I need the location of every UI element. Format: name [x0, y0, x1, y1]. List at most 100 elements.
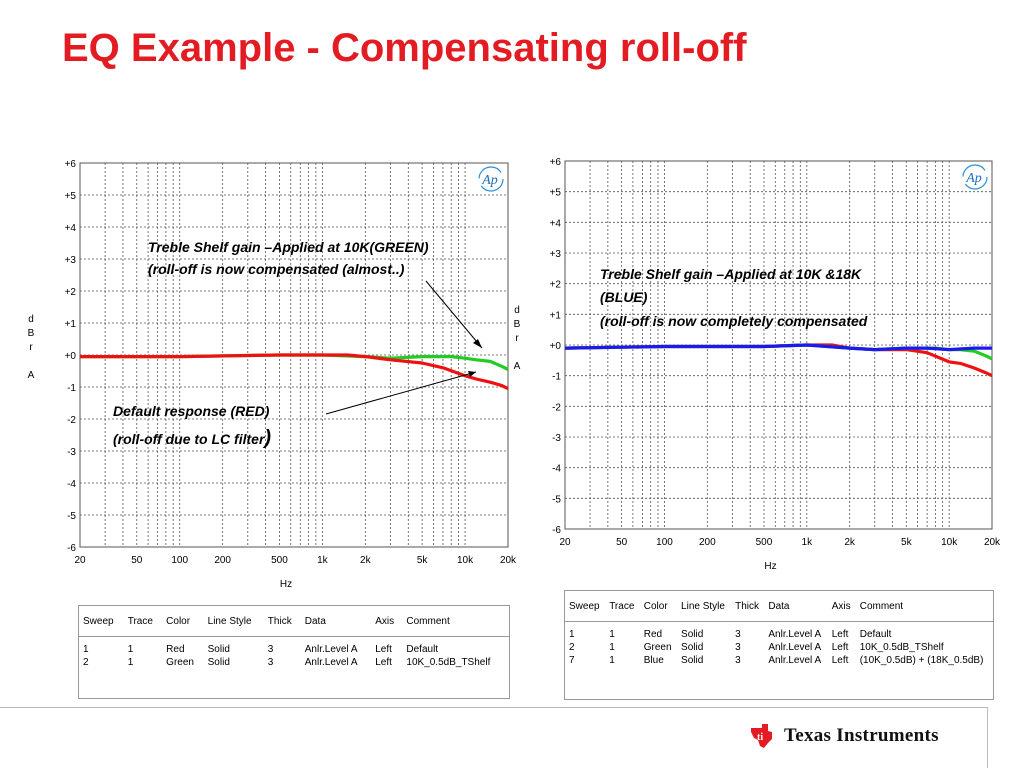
- y-tick-label: -1: [552, 372, 561, 383]
- legend-cell: Solid: [207, 657, 230, 668]
- legend-cell: 3: [735, 642, 741, 653]
- annotation-blue-1: Treble Shelf gain –Applied at 10K &18K: [600, 266, 862, 282]
- y-tick-label: -3: [552, 433, 561, 444]
- legend-cell: 3: [735, 655, 741, 666]
- y-tick-label: +4: [550, 218, 562, 229]
- x-axis-label: Hz: [280, 579, 292, 590]
- ap-logo: Ap: [962, 164, 988, 190]
- legend-header-cell: Sweep: [79, 606, 124, 637]
- svg-text:ti: ti: [757, 732, 763, 743]
- y-tick-label: -4: [552, 464, 561, 475]
- legend-cell: 10K_0.5dB_TShelf: [406, 657, 491, 668]
- legend-cell: 7: [569, 655, 575, 666]
- legend-cell: Anlr.Level A: [304, 657, 358, 668]
- legend-header-cell: Trace: [123, 606, 163, 637]
- legend-cell: Anlr.Level A: [768, 642, 822, 653]
- ap-logo-ring: [478, 166, 504, 192]
- y-tick-label: -6: [552, 525, 561, 536]
- legend-header-cell: Thick: [731, 591, 765, 622]
- y-tick-label: +3: [550, 249, 562, 260]
- chart-left: +6 +5 +4 +3 +2 +1 +0 -1 -2 -3 -4 -5 -620 50 100 200 500 1…: [28, 159, 521, 590]
- legend-grid: Sweep Trace Color Line Style Thick Data Axis Co…: [79, 606, 509, 669]
- footer-divider: [0, 707, 988, 708]
- x-tick-label: 2k: [360, 555, 372, 566]
- y-tick-label: +2: [65, 287, 77, 298]
- legend-cell: Left: [831, 642, 849, 653]
- legend-header-cell: Line Style: [677, 591, 732, 622]
- y-tick-label: -6: [67, 543, 76, 554]
- y-tick-label: -2: [552, 402, 561, 413]
- legend-cell: Default: [406, 644, 439, 655]
- ti-emblem-icon: ti: [751, 724, 772, 748]
- company-name: Texas Instruments: [784, 725, 939, 746]
- legend-cell: Anlr.Level A: [768, 655, 822, 666]
- y-axis-label: A: [28, 370, 35, 381]
- legend-table-left: Sweep Trace Color Line Style Thick Data Axis Co…: [78, 605, 510, 699]
- y-tick-label: +0: [65, 351, 77, 362]
- legend-cell: Default: [859, 629, 892, 640]
- y-axis-label-right: d: [514, 305, 520, 316]
- legend-header-cell: Axis: [827, 591, 856, 622]
- arrow-green: [425, 280, 483, 349]
- legend-header-row: Sweep Trace Color Line Style Thick Data Axis Co…: [79, 606, 509, 637]
- legend-cell: Red: [643, 629, 663, 640]
- ap-logo: Ap: [478, 166, 504, 192]
- legend-table-right: Sweep Trace Color Line Style Thick Data Axis Co…: [564, 590, 994, 700]
- x-axis-label: Hz: [764, 561, 776, 572]
- x-tick-label: 200: [214, 555, 231, 566]
- arrow-red: [325, 371, 477, 415]
- legend-cell: 1: [609, 655, 615, 666]
- legend-cell: Green: [166, 657, 194, 668]
- y-tick-label: +2: [550, 280, 562, 291]
- legend-cell: 3: [735, 629, 741, 640]
- y-tick-label: +1: [65, 319, 77, 330]
- legend-header-cell: Data: [764, 591, 828, 622]
- arrowhead-red: [468, 371, 476, 377]
- legend-header-cell: Line Style: [203, 606, 264, 637]
- legend-header-cell: Axis: [371, 606, 403, 637]
- y-tick-label: -2: [67, 415, 76, 426]
- y-axis-label: r: [29, 342, 33, 353]
- legend-cell: Solid: [207, 644, 230, 655]
- legend-cell: Red: [166, 644, 185, 655]
- legend-header-cell: Comment: [855, 591, 993, 622]
- x-tick-label: 20: [559, 537, 571, 548]
- legend-cell: Solid: [681, 629, 704, 640]
- x-tick-label: 20: [74, 555, 86, 566]
- legend-header-cell: Data: [300, 606, 372, 637]
- x-tick-label: 10k: [941, 537, 958, 548]
- annotation-green-1: Treble Shelf gain –Applied at 10K(GREEN): [148, 239, 429, 255]
- arrowhead-green: [473, 339, 482, 348]
- annotation-red-1: Default response (RED): [113, 403, 270, 419]
- legend-cell: 3: [267, 657, 274, 668]
- x-tick-label: 100: [656, 537, 673, 548]
- legend-row: 2 1 Green Solid 3 Anlr.Level A Left 10K_0.5dB_T…: [79, 656, 509, 669]
- legend-header-cell: Trace: [605, 591, 640, 622]
- ti-logo: ti Texas Instruments: [748, 722, 939, 750]
- legend-header-row: Sweep Trace Color Line Style Thick Data Axis Co…: [565, 591, 993, 622]
- x-tick-label: 50: [616, 537, 628, 548]
- legend-row: 7 1 Blue Solid 3 Anlr.Level A Left (10K_0.5dB) …: [565, 654, 993, 667]
- legend-cell: Left: [375, 644, 392, 655]
- legend-cell: Left: [375, 657, 392, 668]
- y-axis-label: B: [28, 328, 35, 339]
- legend-cell: Solid: [681, 655, 704, 666]
- y-axis-label-right: B: [514, 319, 521, 330]
- annotation-blue-2: (BLUE): [600, 289, 648, 305]
- y-tick-label: +0: [550, 341, 562, 352]
- y-tick-label: -5: [552, 494, 561, 505]
- legend-cell: Left: [831, 655, 849, 666]
- legend-cell: 1: [127, 644, 134, 655]
- x-tick-label: 20k: [984, 537, 1001, 548]
- legend-cell: 1: [609, 642, 615, 653]
- y-tick-label: -3: [67, 447, 76, 458]
- footer-vertical-divider: [987, 707, 988, 768]
- y-tick-label: +3: [65, 255, 77, 266]
- legend-cell: Left: [831, 629, 849, 640]
- x-tick-label: 200: [699, 537, 716, 548]
- legend-cell: Anlr.Level A: [304, 644, 358, 655]
- y-tick-label: -1: [67, 383, 76, 394]
- y-axis-label-right: r: [515, 333, 519, 344]
- y-axis-label: d: [28, 314, 34, 325]
- chart-right: +6 +5 +4 +3 +2 +1 +0 -1 -2 -3 -4 -5 -620 50 100 200 500 1…: [550, 157, 1001, 572]
